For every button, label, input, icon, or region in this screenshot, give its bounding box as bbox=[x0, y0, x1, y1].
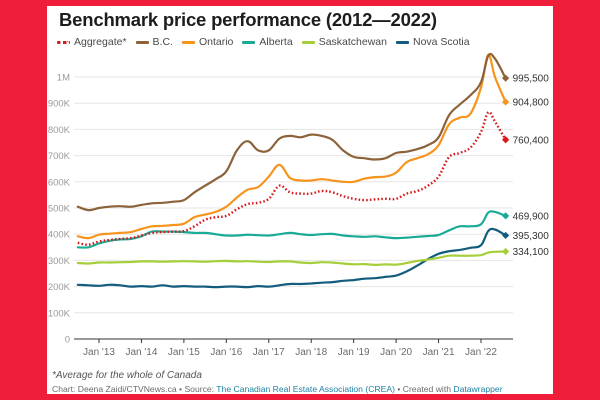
legend-label-bc: B.C. bbox=[152, 36, 173, 48]
datawrapper-link[interactable]: Datawrapper bbox=[453, 384, 503, 394]
x-tick-label: Jan '17 bbox=[253, 347, 285, 358]
y-tick-label: 700K bbox=[48, 151, 71, 162]
credit-line: Chart: Deena Zaidi/CTVNews.ca • Source: … bbox=[52, 384, 503, 394]
legend-label-nova-scotia: Nova Scotia bbox=[412, 36, 470, 48]
legend-swatch-aggregate bbox=[57, 40, 70, 44]
line-chart: 0 100K 200K 300K 400K 500K 600K 700K 800K 900K 1M J… bbox=[48, 52, 550, 358]
legend-swatch-saskatchewan bbox=[301, 40, 315, 44]
legend-label-aggregate: Aggregate* bbox=[74, 36, 127, 48]
end-marker-nova-scotia bbox=[502, 231, 510, 240]
end-marker-aggregate bbox=[502, 136, 510, 144]
source-link[interactable]: The Canadian Real Estate Association (CR… bbox=[216, 384, 395, 394]
y-tick-label: 0 bbox=[65, 335, 70, 346]
end-marker-saskatchewan bbox=[502, 247, 510, 256]
x-tick-label: Jan '18 bbox=[295, 347, 327, 358]
y-tick-label: 300K bbox=[48, 256, 71, 267]
x-tick-label: Jan '15 bbox=[168, 347, 200, 358]
footnote: *Average for the whole of Canada bbox=[52, 370, 202, 381]
series-line-alberta bbox=[76, 210, 507, 249]
x-tick-label: Jan '19 bbox=[338, 347, 370, 358]
end-label-ontario: 904,800 bbox=[513, 97, 550, 108]
end-marker-ontario bbox=[502, 98, 510, 106]
legend-item-ontario: Ontario bbox=[181, 36, 234, 48]
y-tick-label: 800K bbox=[48, 125, 71, 136]
series-line-ontario bbox=[76, 53, 507, 240]
legend-swatch-bc bbox=[135, 40, 149, 44]
series-line-bc bbox=[76, 52, 507, 212]
series-line-saskatchewan bbox=[76, 250, 507, 266]
x-tick-label: Jan '14 bbox=[125, 347, 157, 358]
y-tick-label: 600K bbox=[48, 177, 71, 188]
chart-title: Benchmark price performance (2012—2022) bbox=[59, 9, 437, 30]
legend-swatch-alberta bbox=[242, 40, 256, 44]
legend-label-alberta: Alberta bbox=[259, 36, 293, 48]
chart-legend: Aggregate* B.C. Ontario Alberta Saskatch… bbox=[57, 36, 470, 48]
y-tick-label: 200K bbox=[48, 282, 71, 293]
end-marker-bc bbox=[502, 74, 510, 82]
x-tick-label: Jan '20 bbox=[380, 347, 412, 358]
legend-item-alberta: Alberta bbox=[242, 36, 293, 48]
y-tick-label: 1M bbox=[57, 73, 70, 84]
chart-card: Benchmark price performance (2012—2022) … bbox=[47, 6, 553, 394]
end-label-nova-scotia: 395,300 bbox=[513, 231, 550, 242]
end-label-bc: 995,500 bbox=[513, 74, 550, 85]
credit-prefix: Chart: Deena Zaidi/CTVNews.ca • Source: bbox=[52, 384, 217, 394]
legend-label-ontario: Ontario bbox=[198, 36, 234, 48]
x-tick-label: Jan '13 bbox=[83, 347, 115, 358]
legend-item-saskatchewan: Saskatchewan bbox=[301, 36, 387, 48]
legend-swatch-nova-scotia bbox=[395, 40, 409, 44]
y-tick-label: 900K bbox=[48, 99, 71, 110]
legend-item-bc: B.C. bbox=[135, 36, 173, 48]
y-tick-label: 100K bbox=[48, 308, 71, 319]
legend-label-saskatchewan: Saskatchewan bbox=[318, 36, 387, 48]
legend-swatch-ontario bbox=[181, 40, 195, 44]
credit-mid: • Created with bbox=[394, 384, 454, 394]
end-label-aggregate: 760,400 bbox=[513, 135, 550, 146]
x-tick-label: Jan '16 bbox=[210, 347, 242, 358]
series-line-nova-scotia bbox=[76, 227, 507, 289]
y-tick-label: 400K bbox=[48, 230, 71, 241]
x-tick-label: Jan '21 bbox=[423, 347, 455, 358]
legend-item-nova-scotia: Nova Scotia bbox=[395, 36, 470, 48]
legend-item-aggregate: Aggregate* bbox=[57, 36, 127, 48]
y-tick-label: 500K bbox=[48, 204, 71, 215]
end-marker-alberta bbox=[502, 212, 510, 220]
x-tick-label: Jan '22 bbox=[465, 347, 497, 358]
series-line-aggregate bbox=[77, 110, 507, 246]
end-label-saskatchewan: 334,100 bbox=[513, 247, 550, 258]
end-label-alberta: 469,900 bbox=[513, 211, 550, 222]
